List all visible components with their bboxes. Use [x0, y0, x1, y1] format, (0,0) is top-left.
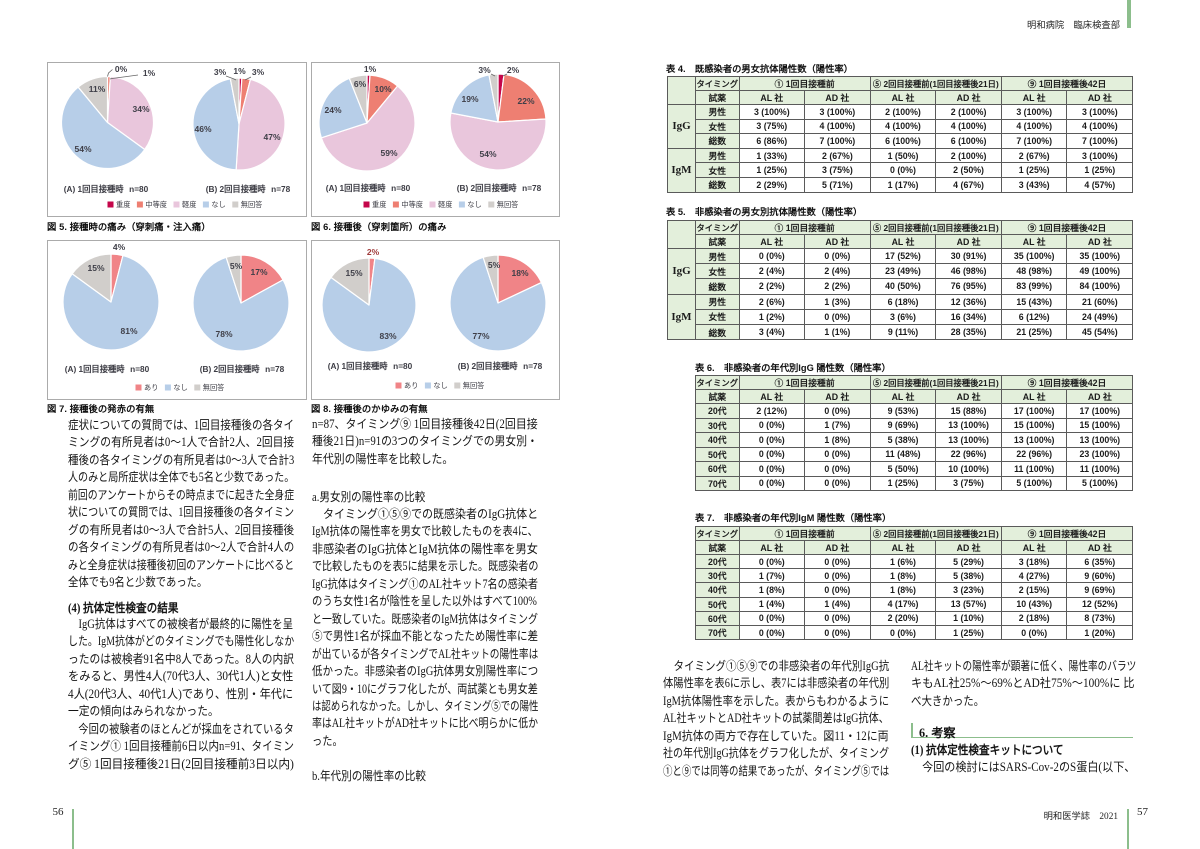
svg-text:78%: 78%: [215, 329, 232, 339]
svg-text:22%: 22%: [517, 96, 534, 106]
svg-text:18%: 18%: [511, 268, 528, 278]
svg-text:83%: 83%: [379, 331, 396, 341]
svg-text:重度: 重度: [116, 200, 130, 209]
svg-text:59%: 59%: [380, 148, 397, 158]
svg-text:中等度: 中等度: [145, 200, 167, 209]
svg-text:(A) 1回目接種時 n=80: (A) 1回目接種時 n=80: [326, 183, 411, 193]
svg-text:中等度: 中等度: [401, 200, 423, 209]
svg-text:15%: 15%: [87, 263, 104, 273]
svg-text:重度: 重度: [372, 200, 386, 209]
svg-text:(A) 1回目接種時 n=80: (A) 1回目接種時 n=80: [64, 184, 149, 194]
svg-text:17%: 17%: [250, 267, 267, 277]
svg-text:(B) 2回目接種時 n=78: (B) 2回目接種時 n=78: [200, 364, 285, 374]
svg-text:11%: 11%: [89, 84, 106, 94]
svg-text:4%: 4%: [113, 242, 126, 252]
svg-text:なし: なし: [433, 381, 447, 390]
svg-text:24%: 24%: [324, 105, 341, 115]
svg-text:あり: あり: [144, 383, 158, 392]
svg-text:無回答: 無回答: [497, 200, 519, 209]
svg-text:なし: なし: [211, 200, 225, 209]
svg-text:54%: 54%: [74, 144, 91, 154]
svg-text:1%: 1%: [143, 68, 156, 78]
svg-text:3%: 3%: [478, 65, 491, 75]
svg-text:(B) 2回目接種時 n=78: (B) 2回目接種時 n=78: [457, 183, 542, 193]
svg-text:5%: 5%: [230, 261, 243, 271]
svg-text:1%: 1%: [364, 64, 377, 74]
svg-text:なし: なし: [173, 383, 187, 392]
svg-text:あり: あり: [404, 381, 418, 390]
svg-text:無回答: 無回答: [203, 383, 225, 392]
svg-text:(A) 1回目接種時 n=80: (A) 1回目接種時 n=80: [65, 364, 150, 374]
svg-text:無回答: 無回答: [241, 200, 263, 209]
svg-text:19%: 19%: [461, 94, 478, 104]
svg-text:2%: 2%: [507, 65, 520, 75]
svg-text:47%: 47%: [263, 132, 280, 142]
svg-text:3%: 3%: [252, 67, 265, 77]
svg-text:15%: 15%: [345, 268, 362, 278]
svg-text:なし: なし: [467, 200, 481, 209]
svg-text:6%: 6%: [354, 79, 367, 89]
svg-text:無回答: 無回答: [463, 381, 485, 390]
svg-text:3%: 3%: [214, 67, 227, 77]
svg-text:(A) 1回目接種時 n=80: (A) 1回目接種時 n=80: [328, 361, 413, 371]
svg-text:2%: 2%: [367, 247, 380, 257]
svg-text:軽度: 軽度: [182, 200, 196, 209]
svg-text:46%: 46%: [194, 124, 211, 134]
svg-text:54%: 54%: [479, 149, 496, 159]
svg-text:77%: 77%: [472, 331, 489, 341]
svg-text:5%: 5%: [488, 260, 501, 270]
svg-text:(B) 2回目接種時 n=78: (B) 2回目接種時 n=78: [206, 184, 291, 194]
svg-text:34%: 34%: [132, 104, 149, 114]
svg-text:10%: 10%: [374, 84, 391, 94]
svg-text:1%: 1%: [233, 66, 246, 76]
svg-text:(B) 2回目接種時 n=78: (B) 2回目接種時 n=78: [458, 361, 543, 371]
svg-text:0%: 0%: [115, 64, 128, 74]
svg-text:軽度: 軽度: [438, 200, 452, 209]
svg-text:81%: 81%: [120, 326, 137, 336]
